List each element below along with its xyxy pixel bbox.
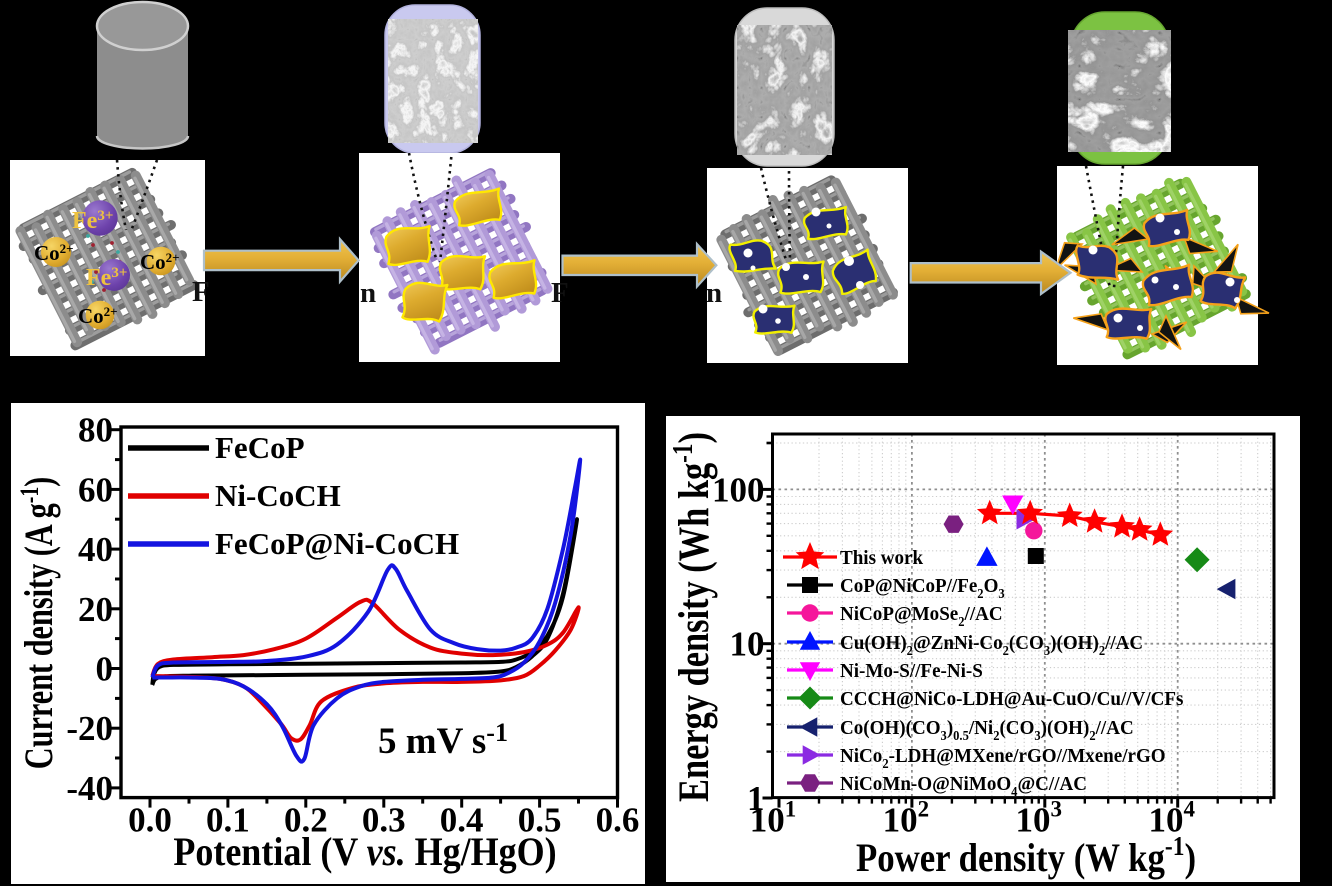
svg-text:0.6: 0.6 [596, 801, 640, 840]
svg-text:0.1: 0.1 [206, 801, 250, 840]
svg-text:-40: -40 [66, 769, 113, 808]
svg-text:0: 0 [96, 650, 114, 689]
svg-text:0.5: 0.5 [518, 801, 562, 840]
svg-text:60: 60 [78, 470, 113, 509]
svg-text:5 mV s-1: 5 mV s-1 [378, 718, 508, 762]
svg-text:CCCH@NiCo-LDH@Au-CuO/Cu//V/CFs: CCCH@NiCo-LDH@Au-CuO/Cu//V/CFs [840, 687, 1184, 710]
svg-text:100: 100 [712, 470, 765, 509]
svg-text:40: 40 [78, 530, 113, 569]
svg-text:Ni-CoCH: Ni-CoCH [215, 478, 341, 513]
svg-text:0.0: 0.0 [128, 801, 172, 840]
svg-text:Current density (A g-1): Current density (A g-1) [14, 477, 61, 770]
svg-text:CoP@NiCoP//Fe2​O3​: CoP@NiCoP//Fe2​O3​ [840, 574, 1005, 601]
svg-text:Cu(OH)2​@ZnNi-Co2​(CO3​)(OH)2​: Cu(OH)2​@ZnNi-Co2​(CO3​)(OH)2​//AC [840, 631, 1143, 658]
svg-text:NiCoP@MoSe2​//AC: NiCoP@MoSe2​//AC [840, 602, 1003, 629]
svg-text:FeCoP: FeCoP [215, 430, 305, 465]
svg-text:NiCo2​-LDH@MXene/rGO//Mxene/rG: NiCo2​-LDH@MXene/rGO//Mxene/rGO [840, 744, 1166, 771]
svg-text:NiCoMn-O@NiMoO4​@C//AC: NiCoMn-O@NiMoO4​@C//AC [840, 772, 1087, 799]
svg-text:10: 10 [730, 625, 765, 664]
svg-text:0.4: 0.4 [440, 801, 484, 840]
svg-text:Ni-Mo-S//Fe-Ni-S: Ni-Mo-S//Fe-Ni-S [840, 659, 983, 682]
svg-text:1: 1 [747, 779, 765, 818]
svg-text:F: F [551, 277, 569, 309]
svg-text:FeCoP@Ni-CoCH: FeCoP@Ni-CoCH [215, 526, 459, 561]
svg-text:Co(OH)(CO3​)0.5​/Ni2​(CO3​)(OH: Co(OH)(CO3​)0.5​/Ni2​(CO3​)(OH)2​//AC [840, 716, 1134, 743]
svg-text:Power density (W kg-1): Power density (W kg-1) [856, 832, 1196, 881]
svg-text:n: n [706, 277, 722, 309]
svg-text:-20: -20 [66, 709, 113, 748]
svg-text:0.3: 0.3 [362, 801, 406, 840]
svg-text:Potential (V vs. Hg/HgO): Potential (V vs. Hg/HgO) [173, 830, 556, 874]
svg-text:n: n [360, 277, 376, 309]
svg-text:F: F [192, 276, 210, 308]
svg-text:Energy density (Wh kg-1): Energy density (Wh kg-1) [667, 432, 718, 802]
svg-text:0.2: 0.2 [284, 801, 328, 840]
svg-text:This work: This work [840, 546, 923, 569]
svg-text:20: 20 [78, 590, 113, 629]
svg-text:80: 80 [78, 411, 113, 450]
